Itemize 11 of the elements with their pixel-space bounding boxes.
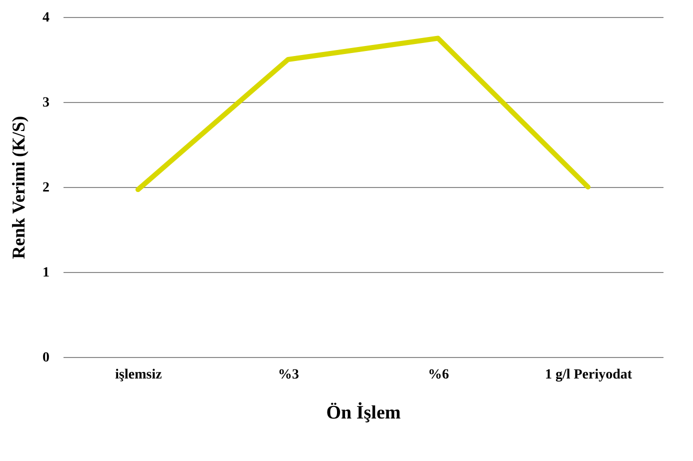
y-axis-title: Renk Verimi (K/S) (8, 116, 28, 260)
x-tick-label: %3 (278, 368, 299, 382)
x-tick-label: %6 (428, 368, 449, 382)
x-tick-label: 1 g/l Periyodat (544, 368, 632, 382)
y-tick-label: 1 (42, 266, 50, 280)
x-tick-label: işlemsiz (115, 368, 162, 382)
y-tick-label: 2 (42, 180, 50, 196)
x-axis-title: Ön İşlem (326, 402, 401, 424)
y-tick-label: 3 (42, 96, 50, 110)
y-tick-label: 4 (42, 10, 50, 26)
y-tick-label: 0 (42, 350, 50, 366)
